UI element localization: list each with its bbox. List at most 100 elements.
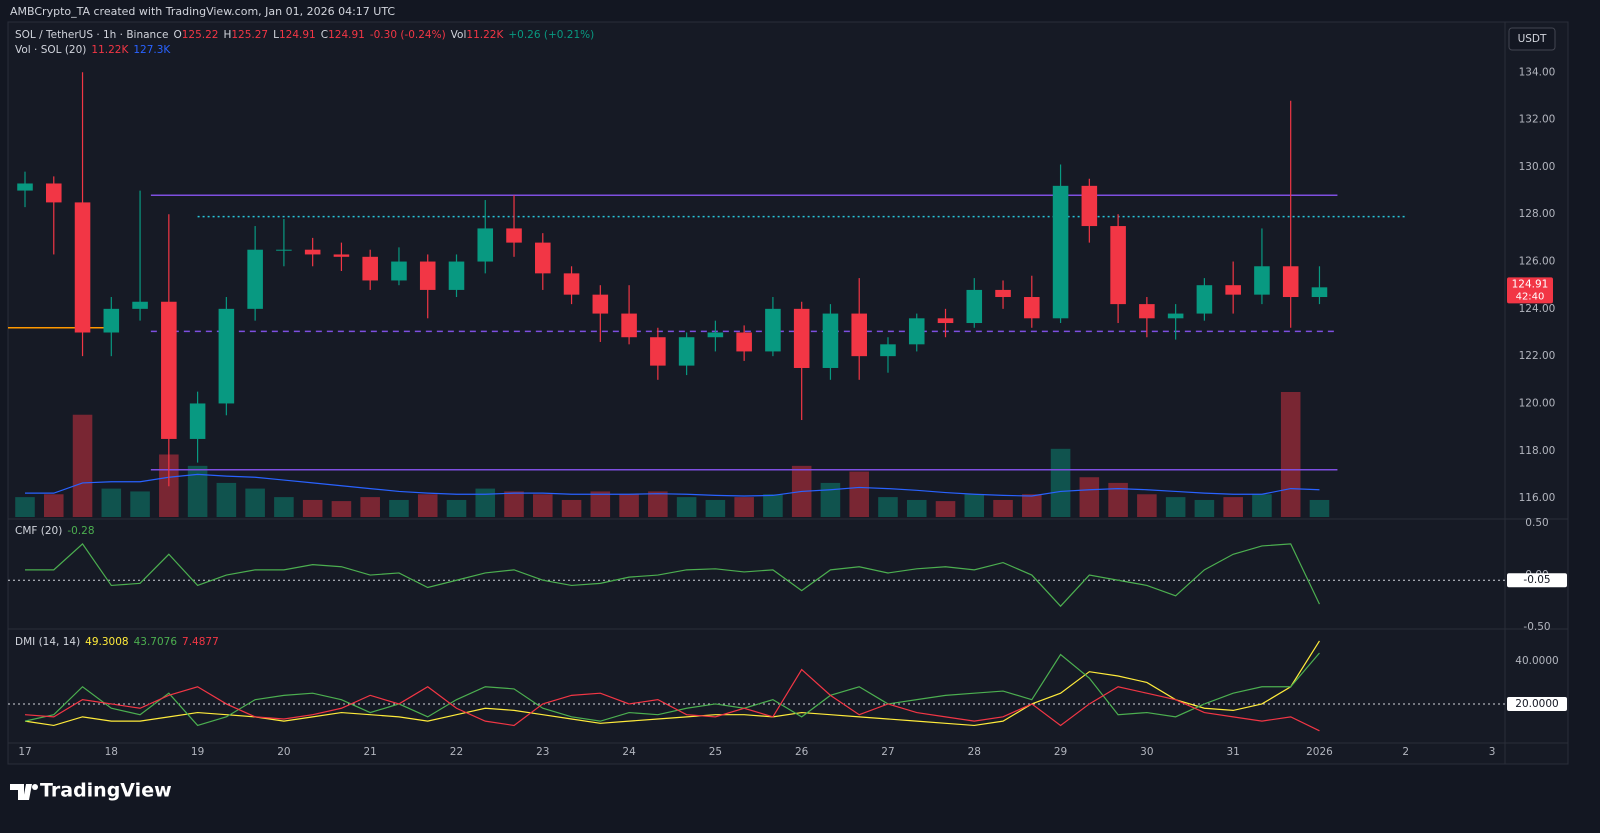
logo-icon	[10, 784, 32, 800]
volume-title: Vol · SOL (20)	[15, 44, 87, 56]
volume-bar	[101, 488, 122, 517]
candle-body	[189, 403, 206, 439]
candle-body	[563, 273, 580, 295]
volume-bar	[1194, 499, 1215, 517]
candle-body	[1282, 266, 1299, 298]
candle-body	[880, 344, 896, 357]
candle-body	[362, 256, 378, 281]
candle-body	[1196, 285, 1213, 314]
volume-bar	[878, 497, 898, 517]
legend-value: 11.22K	[466, 29, 504, 41]
indicator-value: 49.3008	[85, 636, 129, 648]
volume-bar	[590, 491, 611, 517]
volume-bar	[849, 471, 869, 517]
indicator-title: CMF (20)	[15, 525, 63, 537]
volume-bar	[935, 501, 956, 517]
legend-value: +0.26 (+0.21%)	[508, 29, 595, 41]
chart-title: SOL / TetherUS · 1h · Binance	[15, 29, 169, 41]
candle-body	[1052, 185, 1069, 319]
volume-bar	[475, 488, 496, 517]
candle-body	[477, 228, 494, 262]
dmi-pane	[8, 640, 1505, 732]
candle-body	[1254, 266, 1270, 295]
y-tick-label: 130.00	[1519, 161, 1556, 173]
volume-bar	[1280, 392, 1301, 517]
x-tick-label: 17	[18, 746, 31, 758]
candle-body	[765, 308, 781, 352]
legend-label: L	[273, 29, 279, 41]
dmi-legend: DMI (14, 14) 49.3008 43.7076 7.4877	[15, 636, 219, 648]
legend-label: H	[223, 29, 232, 41]
volume-bar	[705, 499, 726, 517]
volume-legend: Vol · SOL (20) 11.22K 127.3K	[15, 44, 170, 56]
y-tick-label: 0.50	[1525, 517, 1548, 529]
y-tick-label: 120.00	[1519, 397, 1556, 409]
y-tick-label: 124.00	[1519, 303, 1556, 315]
candle-body	[793, 308, 810, 368]
candle-body	[707, 332, 724, 338]
x-tick-label: 2026	[1306, 746, 1333, 758]
legend-label: C	[320, 29, 329, 41]
y-tick-label: -0.50	[1523, 621, 1550, 633]
x-tick-label: 27	[881, 746, 894, 758]
volume-bar	[993, 499, 1013, 517]
candle-body	[448, 261, 465, 290]
axes: 17 18 19 20 21 22 23 24 25 26 27 28 29 30 31 2026 2 3116.…	[18, 66, 1567, 758]
currency-button[interactable]	[1508, 27, 1556, 51]
volume-bar	[734, 497, 754, 517]
candle-body	[937, 318, 954, 324]
volume-bar	[15, 497, 35, 517]
x-tick-label: 20	[277, 746, 290, 758]
volume-bar	[417, 494, 438, 517]
y-tick-label: 118.00	[1519, 445, 1556, 457]
candle-body	[506, 228, 522, 243]
x-tick-label: 31	[1226, 746, 1239, 758]
candle-body	[391, 261, 407, 281]
volume-bar	[1165, 497, 1186, 517]
volume-bar	[389, 499, 409, 517]
chart-frame	[7, 21, 1569, 765]
indicator-line	[24, 668, 1320, 732]
reference-label: 20.0000	[1515, 698, 1558, 710]
cmf-pane	[8, 542, 1505, 608]
candle-body	[132, 301, 148, 309]
logo-text: TradingView	[40, 780, 172, 802]
x-tick-label: 26	[795, 746, 809, 758]
candle-body	[995, 289, 1011, 298]
candle-body	[908, 318, 925, 345]
candle-body	[1225, 285, 1241, 295]
volume-bar	[1079, 477, 1100, 517]
candle-body	[1081, 185, 1098, 227]
volume-bar	[216, 482, 237, 517]
currency-label[interactable]: USDT	[1518, 33, 1547, 45]
candle-body	[851, 313, 867, 357]
volume-ma-line	[25, 473, 1320, 497]
candle-body	[17, 183, 33, 191]
candle-body	[1110, 226, 1126, 305]
volume-bar	[676, 497, 697, 517]
x-tick-label: 22	[450, 746, 463, 758]
volume-bar	[906, 499, 927, 517]
candle-body	[45, 183, 62, 203]
volume-bar	[130, 491, 150, 517]
last-price-label: 124.91	[1512, 278, 1549, 290]
candle-body	[333, 254, 350, 257]
volume-bar	[360, 497, 380, 517]
volume-legend-value: 127.3K	[133, 44, 171, 56]
x-tick-label: 25	[709, 746, 722, 758]
legend-value: 124.91	[328, 29, 365, 41]
x-tick-label: 2	[1402, 746, 1409, 758]
indicator-value: 43.7076	[133, 636, 178, 648]
reference-label-box	[1507, 573, 1567, 588]
y-tick-label: 40.0000	[1515, 655, 1558, 667]
x-tick-label: 23	[536, 746, 549, 758]
indicator-value: 7.4877	[182, 636, 219, 648]
volume-bar	[1309, 499, 1330, 517]
volume-bar	[1252, 494, 1272, 517]
volume-bar	[1022, 494, 1042, 517]
candle-body	[736, 332, 752, 352]
y-tick-label: 134.00	[1519, 66, 1556, 78]
indicator-title: DMI (14, 14)	[15, 636, 81, 648]
volume-bar	[1223, 497, 1243, 517]
candle-body	[592, 294, 609, 314]
